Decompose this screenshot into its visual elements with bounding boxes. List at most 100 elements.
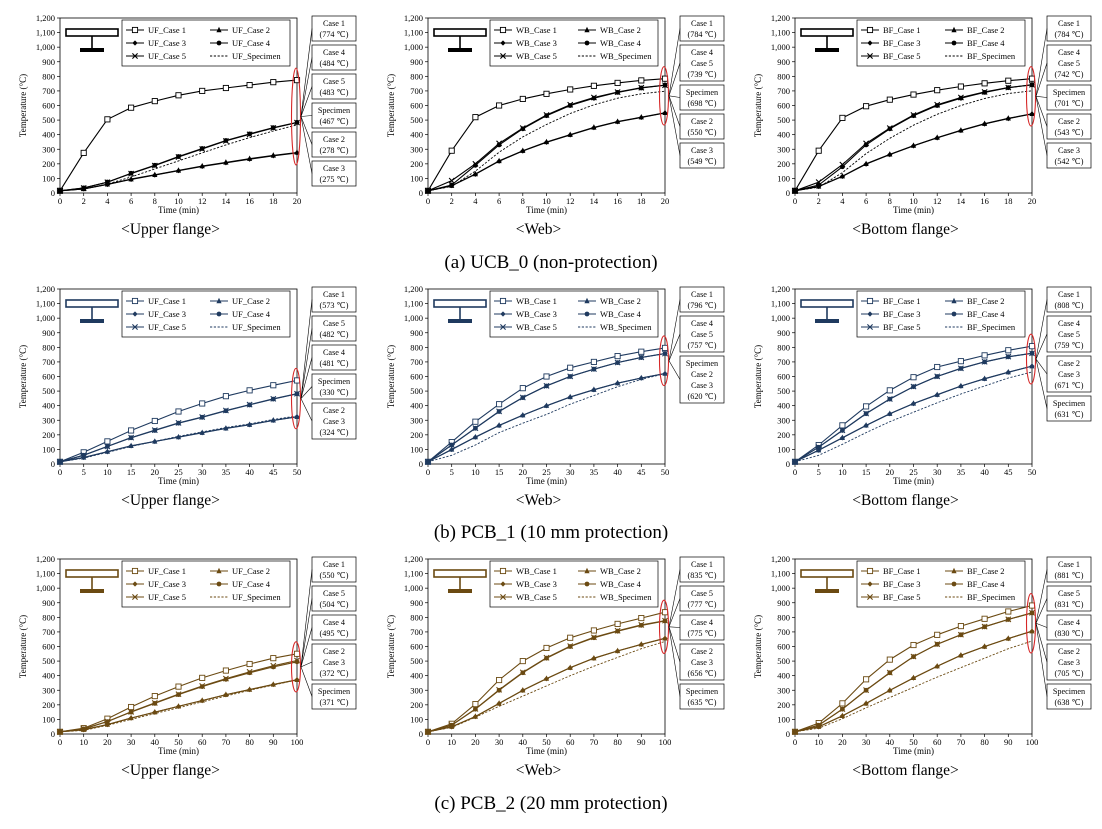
legend-label: BF_Case 1	[883, 296, 921, 306]
legend-label: WB_Case 3	[516, 309, 557, 319]
data-point	[222, 84, 229, 92]
callout-label: Specimen	[686, 88, 718, 97]
callout-box: Case 3 (549 ℃)	[668, 95, 725, 169]
data-point	[815, 722, 822, 729]
data-point	[638, 375, 644, 381]
beam-section-icon	[65, 299, 119, 323]
callout-frame	[311, 44, 357, 71]
x-tick-label: 25	[542, 467, 551, 477]
data-point	[792, 187, 798, 194]
x-tick-label: 45	[637, 467, 646, 477]
series-uf-case-3	[57, 414, 300, 465]
data-point	[151, 693, 158, 700]
legend-marker	[867, 311, 873, 317]
x-tick-label: 40	[613, 467, 622, 477]
callout-value: (482 ℃)	[320, 330, 349, 339]
data-point	[496, 142, 502, 148]
legend-marker	[584, 40, 590, 46]
x-tick-label: 10	[79, 737, 88, 747]
legend-label: BF_Specimen	[967, 51, 1016, 61]
y-tick-label: 700	[777, 86, 790, 96]
data-point	[519, 385, 526, 392]
callout-leader	[300, 666, 313, 697]
y-tick-label: 1,200	[404, 13, 423, 23]
y-tick-label: 1,000	[404, 583, 423, 593]
callout-frame	[311, 286, 357, 313]
legend-label: BF_Case 4	[967, 309, 1005, 319]
callout-box: Case 2 Case 3 (324 ℃)	[300, 398, 357, 440]
end-values-ellipse	[658, 335, 670, 387]
callout-frame	[1046, 585, 1092, 612]
data-point	[1005, 77, 1012, 84]
y-tick-label: 1,000	[404, 313, 423, 323]
data-point	[472, 114, 479, 121]
data-point	[958, 127, 964, 134]
callout-label: Specimen	[1053, 88, 1085, 97]
data-point	[1028, 602, 1036, 609]
callout-frame	[1046, 84, 1092, 111]
data-point	[815, 147, 822, 154]
x-axis-label: Time (min)	[893, 746, 934, 756]
legend-label: UF_Case 1	[148, 296, 186, 306]
callout-box: Case 5 (831 ℃)	[1035, 585, 1092, 624]
legend-label: BF_Specimen	[967, 322, 1016, 332]
x-tick-label: 35	[590, 467, 599, 477]
data-point	[104, 718, 111, 725]
data-point	[934, 663, 940, 669]
data-point	[957, 623, 964, 630]
data-point	[839, 114, 846, 121]
data-point	[246, 401, 253, 408]
callout-value: (481 ℃)	[320, 359, 349, 368]
beam-flange-shape	[80, 48, 104, 52]
series-line	[59, 679, 298, 733]
y-tick-label: 100	[410, 173, 423, 183]
legend-label: BF_Case 2	[967, 25, 1005, 35]
callout-label: Case 3	[691, 381, 713, 390]
data-point	[246, 668, 253, 675]
data-point	[886, 395, 893, 402]
y-tick-label: 300	[42, 685, 55, 695]
callout-leader	[300, 299, 313, 399]
data-point	[839, 427, 846, 434]
x-tick-label: 45	[269, 467, 278, 477]
legend-label: UF_Case 2	[232, 566, 270, 576]
legend-label: UF_Specimen	[232, 51, 281, 61]
y-tick-label: 400	[410, 130, 423, 140]
data-point	[270, 79, 277, 86]
legend-entry: WB_Specimen	[578, 322, 652, 332]
legend-label: UF_Case 5	[148, 592, 186, 602]
data-point	[981, 88, 988, 95]
legend-entry: BF_Case 3	[861, 309, 921, 319]
legend-entry: UF_Case 5	[126, 322, 186, 332]
data-point	[567, 643, 574, 650]
callout-leader	[300, 357, 313, 399]
legend-marker	[867, 53, 873, 59]
data-point	[958, 652, 964, 658]
callout-frame	[679, 315, 725, 353]
y-tick-label: 800	[777, 612, 790, 622]
legend-marker	[500, 40, 506, 46]
y-tick-label: 800	[410, 342, 423, 352]
data-point	[496, 140, 503, 147]
y-tick-label: 0	[419, 188, 423, 198]
callout-leader	[668, 95, 681, 127]
data-point	[294, 414, 300, 420]
legend-marker	[951, 40, 957, 46]
legend-entry: UF_Specimen	[210, 322, 281, 332]
callout-leader	[668, 95, 681, 156]
y-tick-label: 600	[42, 642, 55, 652]
x-axis-label: Time (min)	[893, 205, 934, 215]
callout-value: (701 ℃)	[1055, 99, 1084, 108]
end-values-ellipse	[658, 599, 670, 654]
beam-slab-shape	[800, 569, 854, 578]
legend-label: UF_Case 4	[232, 309, 271, 319]
data-point	[425, 187, 431, 194]
legend-marker	[951, 311, 957, 317]
callout-label: Case 3	[691, 146, 713, 155]
y-tick-label: 1,100	[404, 28, 423, 38]
y-axis-label: Temperature (°C)	[386, 74, 396, 137]
data-point	[910, 143, 917, 149]
beam-slab-shape	[65, 28, 119, 37]
callout-leader	[668, 62, 681, 96]
end-values-ellipse	[1025, 333, 1037, 385]
